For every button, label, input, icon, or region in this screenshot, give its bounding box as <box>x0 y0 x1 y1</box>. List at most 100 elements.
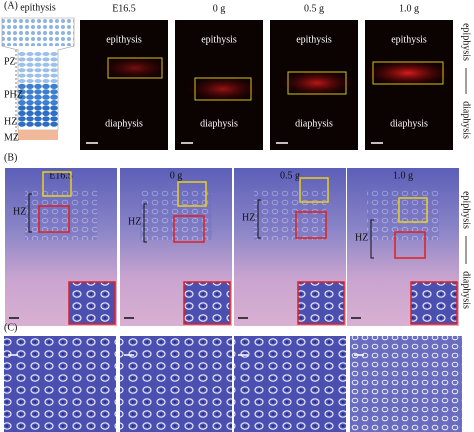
cell <box>42 110 50 116</box>
histology-texture <box>254 190 326 240</box>
zone-label: MZ <box>4 132 19 143</box>
roi-box <box>107 57 163 79</box>
cell <box>50 79 58 83</box>
column-label: 1.0 g <box>399 3 419 14</box>
yellow-box <box>42 171 72 197</box>
cell <box>18 121 26 127</box>
cell <box>42 105 50 111</box>
cell <box>34 94 42 100</box>
cell <box>34 116 42 122</box>
hz-bracket <box>143 203 147 243</box>
cell <box>50 105 58 111</box>
red-box <box>295 211 327 239</box>
cell <box>18 62 26 67</box>
zone-label: PHZ <box>4 89 23 100</box>
cell <box>18 73 26 78</box>
column-label: E16.5 <box>49 170 73 181</box>
cell <box>42 52 50 56</box>
roi-box <box>194 77 252 101</box>
cell <box>42 94 50 100</box>
cell <box>26 79 34 83</box>
yellow-box <box>177 181 207 207</box>
column-label: 0.5 g <box>304 3 324 14</box>
cell <box>26 94 34 100</box>
inset <box>297 281 345 325</box>
cell <box>18 68 26 73</box>
zone-label: HZ <box>4 116 17 127</box>
panel-label: (A) <box>4 0 18 11</box>
cell <box>50 83 58 89</box>
signal <box>187 76 259 102</box>
axis-label: epiphysis <box>461 23 472 61</box>
inset <box>183 281 231 325</box>
cell <box>18 79 26 83</box>
cell <box>34 121 42 127</box>
histology-texture <box>140 190 212 240</box>
top-label: epithysis <box>201 34 237 45</box>
cell <box>50 94 58 100</box>
cell <box>42 83 50 89</box>
cell <box>34 62 42 67</box>
yellow-box <box>299 177 329 203</box>
zone-label: HZ <box>355 232 368 243</box>
yellow-box <box>398 197 428 223</box>
cell <box>18 110 26 116</box>
cell <box>26 105 34 111</box>
micrograph <box>350 336 462 432</box>
signal <box>280 70 354 96</box>
cell <box>34 73 42 78</box>
bottom-label: diaphysis <box>200 118 238 129</box>
cell <box>18 100 26 106</box>
signal <box>365 60 451 86</box>
column-label: E16.5 <box>112 3 136 14</box>
cell <box>26 121 34 127</box>
cell <box>18 105 26 111</box>
cell <box>34 89 42 95</box>
cell <box>42 73 50 78</box>
schematic-label: epithysis <box>20 2 56 13</box>
axis-label: diaphysis <box>461 271 472 309</box>
cell <box>18 52 26 56</box>
cell <box>26 116 34 122</box>
roi-box <box>372 61 444 85</box>
cell <box>18 94 26 100</box>
cell <box>26 57 34 62</box>
cell <box>34 83 42 89</box>
cell <box>18 83 26 89</box>
cell <box>42 89 50 95</box>
column-label: 0 g <box>213 3 226 14</box>
zone-label: HZ <box>128 216 141 227</box>
micrograph <box>4 336 116 432</box>
cell <box>18 89 26 95</box>
cell <box>42 68 50 73</box>
zone-label: PZ <box>4 56 16 67</box>
hz-bracket <box>370 219 374 259</box>
column-label: 0 g <box>170 170 183 181</box>
signal <box>100 56 170 80</box>
bottom-label: diaphysis <box>105 118 143 129</box>
inset <box>68 281 116 325</box>
cell <box>50 52 58 56</box>
cell <box>42 62 50 67</box>
cell <box>42 100 50 106</box>
roi-box <box>287 71 347 95</box>
cell <box>26 73 34 78</box>
cell <box>26 52 34 56</box>
red-box <box>394 231 426 259</box>
top-label: epithysis <box>391 34 427 45</box>
cell <box>50 73 58 78</box>
cell <box>34 52 42 56</box>
cell <box>34 110 42 116</box>
cell <box>50 68 58 73</box>
cell <box>42 57 50 62</box>
cell <box>26 110 34 116</box>
mineral-zone <box>18 130 58 140</box>
axis-label: epiphysis <box>461 191 472 229</box>
cell <box>18 57 26 62</box>
micrograph <box>120 336 232 432</box>
cell <box>26 83 34 89</box>
resting-zone <box>2 18 74 46</box>
top-label: epithysis <box>106 34 142 45</box>
